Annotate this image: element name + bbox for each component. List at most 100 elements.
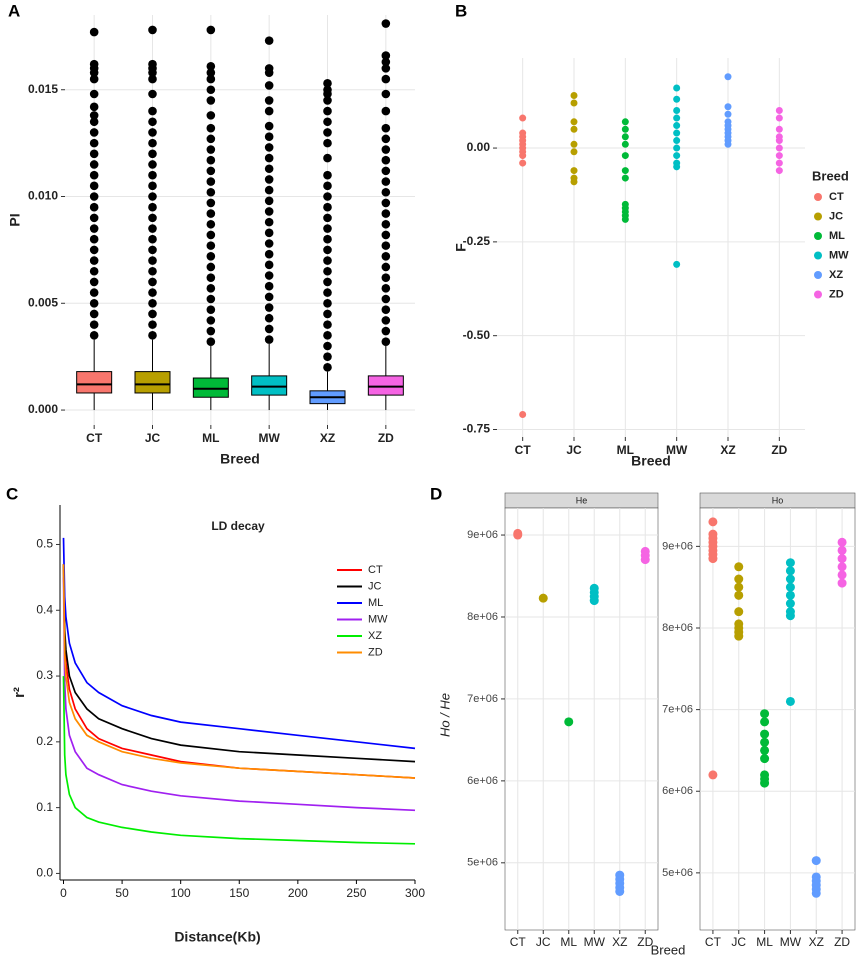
point [673, 163, 681, 171]
y-axis-label: F [453, 243, 469, 252]
outlier [206, 155, 216, 165]
outlier [206, 230, 216, 240]
point [708, 770, 718, 780]
outlier [264, 196, 274, 206]
point [621, 167, 629, 175]
outlier [206, 273, 216, 282]
outlier [264, 132, 274, 142]
point [673, 152, 681, 160]
x-tick-label: MW [584, 935, 606, 949]
strip-label: Ho [772, 495, 784, 505]
point [621, 140, 629, 148]
point [724, 73, 732, 81]
outlier [381, 64, 391, 73]
outlier [148, 298, 157, 308]
point [570, 99, 578, 107]
y-axis-label: r² [11, 687, 28, 698]
outlier [148, 181, 157, 191]
legend-label: JC [368, 580, 382, 592]
point [760, 778, 770, 788]
point [785, 558, 795, 568]
outlier [381, 177, 391, 186]
legend-swatch [814, 232, 822, 240]
point [673, 122, 681, 130]
point [570, 140, 578, 148]
outlier [89, 138, 99, 148]
point [538, 593, 548, 603]
point [708, 517, 718, 527]
y-tick-label: -0.25 [463, 234, 491, 248]
y-tick-label: 0.5 [36, 537, 53, 551]
outlier [206, 111, 216, 120]
legend-swatch [814, 290, 822, 299]
point [775, 144, 783, 152]
box [134, 371, 171, 394]
point [760, 709, 770, 719]
outlier [323, 298, 332, 308]
point [673, 260, 681, 268]
x-tick-label: XZ [320, 431, 335, 445]
point [785, 566, 795, 576]
outlier [264, 335, 274, 344]
outlier [206, 316, 216, 325]
outlier [148, 266, 157, 276]
outlier [148, 89, 157, 99]
point [673, 129, 681, 137]
outlier [264, 228, 274, 238]
point [570, 118, 578, 126]
outlier [323, 309, 332, 319]
outlier [206, 61, 216, 71]
point [621, 118, 629, 126]
point [673, 114, 681, 122]
point [837, 578, 847, 588]
outlier [323, 192, 332, 201]
box [367, 375, 404, 396]
point [760, 737, 770, 747]
point [785, 599, 795, 609]
outlier [264, 207, 274, 216]
outlier [148, 128, 157, 137]
point [673, 107, 681, 115]
point [785, 696, 795, 706]
x-axis-label: Breed [220, 451, 260, 467]
outlier [89, 181, 99, 191]
point [785, 582, 795, 592]
line-series [62, 564, 416, 779]
outlier [264, 239, 274, 248]
legend-label: JC [829, 210, 843, 222]
panel-label: A [8, 1, 20, 20]
y-tick-label: 6e+06 [662, 785, 693, 797]
line-series [62, 564, 416, 763]
point [640, 546, 650, 556]
outlier [89, 59, 99, 69]
x-tick-label: ZD [771, 443, 787, 457]
outlier [323, 363, 332, 372]
outlier [381, 252, 391, 261]
box [251, 375, 288, 396]
outlier [264, 81, 274, 90]
x-tick-label: ML [202, 431, 219, 445]
outlier [89, 149, 99, 159]
outlier [206, 134, 216, 144]
y-tick-label: -0.50 [463, 328, 491, 342]
legend-label: CT [829, 191, 844, 203]
outlier [381, 155, 391, 165]
outlier [381, 305, 391, 314]
point [621, 152, 629, 160]
outlier [148, 59, 157, 69]
point [775, 125, 783, 133]
outlier [323, 79, 332, 88]
outlier [264, 96, 274, 105]
x-tick-label: XZ [720, 443, 735, 457]
outlier [323, 320, 332, 329]
outlier [89, 202, 99, 212]
outlier [206, 252, 216, 261]
outlier [89, 89, 99, 99]
point [519, 114, 527, 122]
x-tick-label: ML [560, 935, 577, 949]
y-tick-label: 5e+06 [467, 857, 498, 869]
box [192, 377, 229, 398]
point [724, 140, 732, 148]
outlier [381, 209, 391, 218]
y-tick-label: 0.1 [36, 800, 53, 814]
